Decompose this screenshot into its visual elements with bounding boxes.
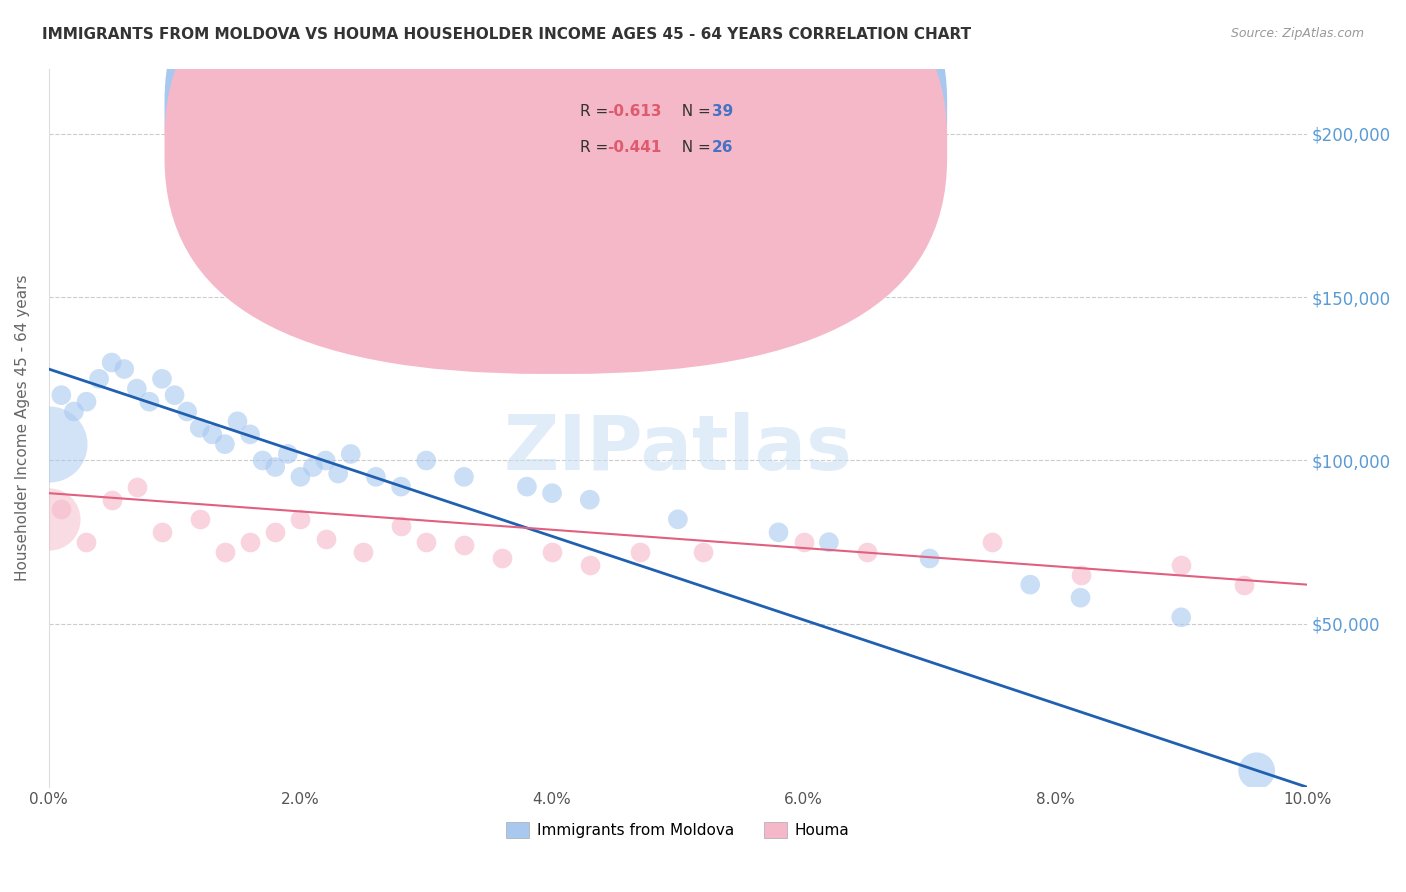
Point [578,558,600,572]
Point [87,372,110,386]
Point [138,394,160,409]
Point [100,355,122,369]
Point [389,518,412,533]
Point [415,535,437,549]
Point [541,486,564,500]
Point [100,492,122,507]
Point [352,545,374,559]
Point [239,535,262,549]
Point [389,480,412,494]
Point [1246,764,1268,778]
Point [1170,610,1192,624]
Point [578,492,600,507]
Text: -0.441: -0.441 [607,140,662,155]
Text: 26: 26 [711,140,734,155]
Point [188,421,211,435]
Point [302,460,325,475]
Text: IMMIGRANTS FROM MOLDOVA VS HOUMA HOUSEHOLDER INCOME AGES 45 - 64 YEARS CORRELATI: IMMIGRANTS FROM MOLDOVA VS HOUMA HOUSEHO… [42,27,972,42]
Point [112,362,135,376]
Point [1233,577,1256,591]
Point [264,525,287,540]
Text: 39: 39 [711,104,733,120]
Legend: Immigrants from Moldova, Houma: Immigrants from Moldova, Houma [501,816,856,844]
Point [163,388,186,402]
Point [51,502,73,516]
Point [38,512,60,526]
Point [51,388,73,402]
Point [415,453,437,467]
Point [516,480,538,494]
Point [981,535,1004,549]
Point [918,551,941,566]
Text: R =: R = [579,104,613,120]
Point [176,404,198,418]
Point [277,447,299,461]
Point [1070,591,1092,605]
Point [76,535,98,549]
FancyBboxPatch shape [515,83,817,180]
Point [328,467,350,481]
Point [264,460,287,475]
Point [150,525,173,540]
Point [818,535,841,549]
Point [38,437,60,451]
Point [63,404,86,418]
Point [125,480,148,494]
Text: Source: ZipAtlas.com: Source: ZipAtlas.com [1230,27,1364,40]
Point [252,453,274,467]
Text: N =: N = [672,140,716,155]
Point [150,372,173,386]
Point [214,437,236,451]
Point [453,538,475,552]
FancyBboxPatch shape [165,0,948,374]
Point [239,427,262,442]
Point [1170,558,1192,572]
Point [793,535,815,549]
FancyBboxPatch shape [165,0,948,338]
Text: R =: R = [579,140,613,155]
Y-axis label: Householder Income Ages 45 - 64 years: Householder Income Ages 45 - 64 years [15,275,30,581]
Point [491,551,513,566]
Point [315,532,337,546]
Text: ZIPatlas: ZIPatlas [503,412,852,486]
Point [290,470,312,484]
Point [666,512,689,526]
Point [226,414,249,428]
Point [1070,567,1092,582]
Point [453,470,475,484]
Point [768,525,790,540]
Point [201,427,224,442]
Point [76,394,98,409]
Point [339,447,361,461]
Point [125,382,148,396]
Point [1019,577,1042,591]
Text: N =: N = [672,104,716,120]
Point [290,512,312,526]
Text: -0.613: -0.613 [607,104,662,120]
Point [214,545,236,559]
Point [364,470,387,484]
Point [541,545,564,559]
Point [855,545,877,559]
Point [315,453,337,467]
Point [628,545,651,559]
Point [692,545,714,559]
Point [188,512,211,526]
